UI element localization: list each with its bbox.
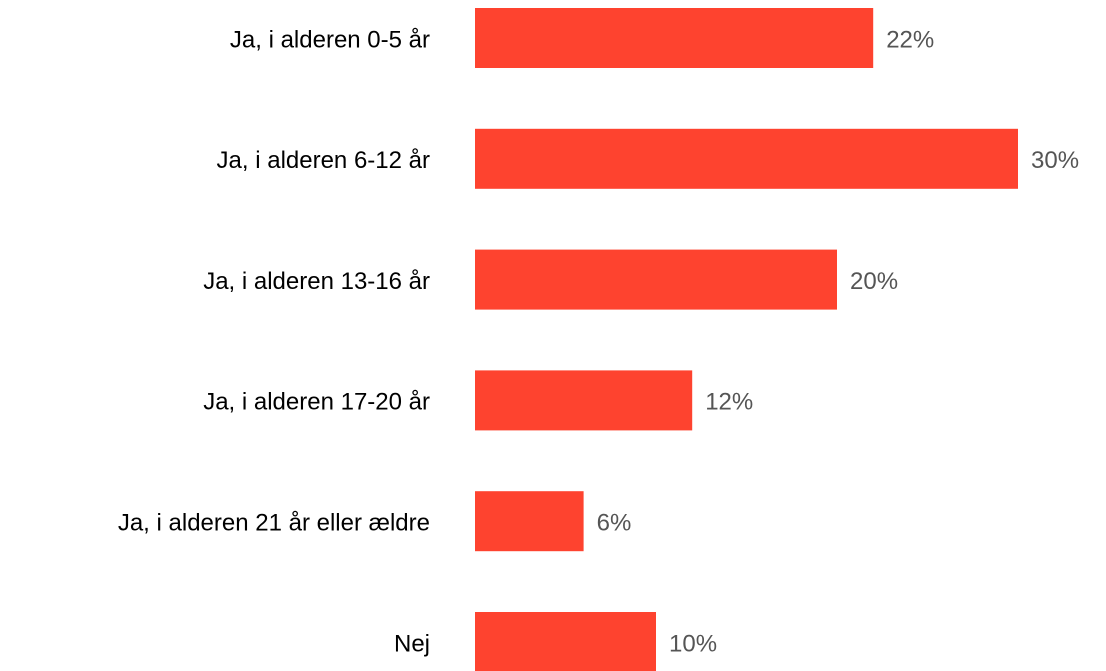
value-label: 12% xyxy=(705,389,753,416)
value-label: 30% xyxy=(1031,147,1079,174)
category-label: Ja, i alderen 0-5 år xyxy=(230,26,430,53)
value-label: 20% xyxy=(850,268,898,295)
bar xyxy=(475,8,874,68)
bar xyxy=(475,370,693,431)
bar xyxy=(475,249,837,310)
bar xyxy=(475,491,584,552)
bar xyxy=(475,128,1018,189)
value-label: 22% xyxy=(886,26,934,53)
bar xyxy=(475,612,656,671)
value-label: 10% xyxy=(669,630,717,657)
category-label: Ja, i alderen 21 år eller ældre xyxy=(118,510,430,537)
category-label: Ja, i alderen 6-12 år xyxy=(217,147,430,174)
category-label: Ja, i alderen 17-20 år xyxy=(203,389,430,416)
category-label: Nej xyxy=(394,630,430,657)
category-label: Ja, i alderen 13-16 år xyxy=(203,268,430,295)
value-label: 6% xyxy=(597,510,632,537)
